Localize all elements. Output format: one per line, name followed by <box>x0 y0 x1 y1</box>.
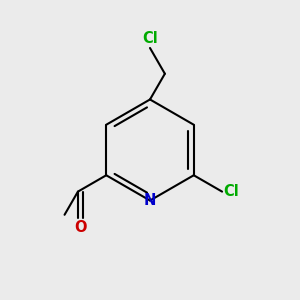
Text: Cl: Cl <box>142 31 158 46</box>
Text: N: N <box>144 193 156 208</box>
Text: O: O <box>74 220 87 235</box>
Text: Cl: Cl <box>224 184 239 199</box>
